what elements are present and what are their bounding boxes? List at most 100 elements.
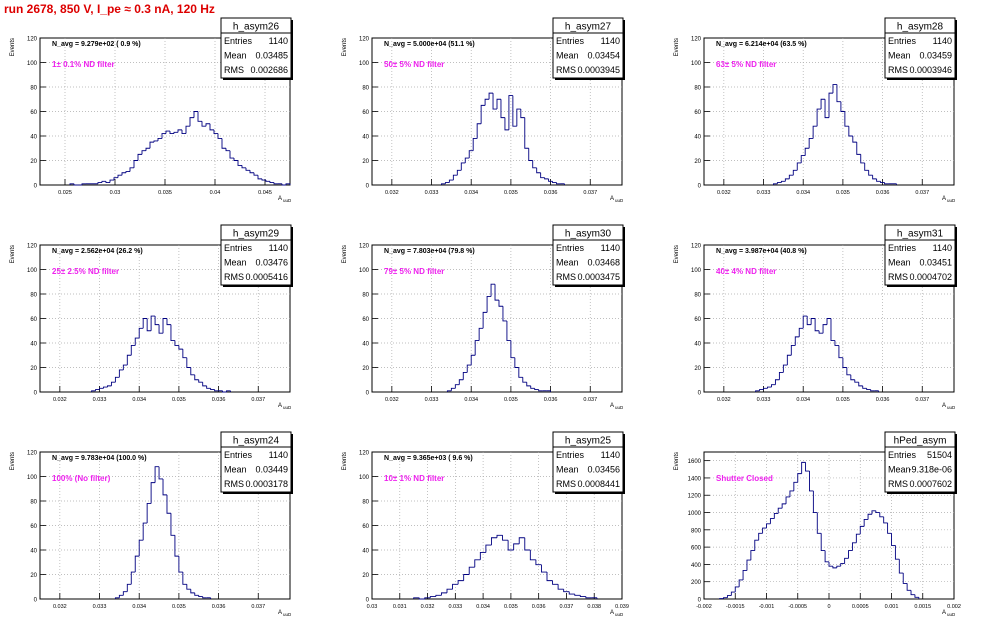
filter-label: 79± 5% ND filter <box>384 267 444 276</box>
page-title: run 2678, 850 V, I_pe ≈ 0.3 nA, 120 Hz <box>4 2 215 16</box>
x-tick-label: 0.036 <box>544 397 558 403</box>
y-tick-label: 80 <box>362 293 369 299</box>
y-axis-title: Events <box>674 245 680 263</box>
y-tick-label: 0 <box>698 184 702 190</box>
stats-box-shadow <box>291 434 293 494</box>
x-tick-label: 0 <box>827 604 830 610</box>
stats-label: Entries <box>556 243 585 253</box>
stats-value: 0.03476 <box>255 258 288 268</box>
stats-label: Entries <box>556 36 585 46</box>
stats-label: Entries <box>888 243 917 253</box>
y-tick-label: 40 <box>362 135 369 141</box>
x-tick-label: 0.032 <box>53 397 67 403</box>
x-tick-label: 0.034 <box>132 397 146 403</box>
y-tick-label: 60 <box>30 317 37 323</box>
y-tick-label: 120 <box>359 451 370 457</box>
x-tick-label: 0.0005 <box>852 604 869 610</box>
x-tick-label: 0.033 <box>425 190 439 196</box>
stats-value: 1140 <box>601 36 620 46</box>
y-tick-label: 60 <box>362 317 369 323</box>
y-tick-label: 60 <box>694 317 701 323</box>
stats-box-shadow <box>623 227 625 287</box>
stats-value: 0.0003475 <box>577 272 620 282</box>
stats-value: 0.03449 <box>255 465 288 475</box>
y-tick-label: 60 <box>30 524 37 530</box>
stats-label: Entries <box>224 36 253 46</box>
stats-box-shadow <box>955 434 957 494</box>
stats-box-shadow <box>555 285 625 287</box>
x-tick-label: 0.035 <box>504 190 518 196</box>
x-tick-label: 0.033 <box>93 397 107 403</box>
filter-label: 40± 4% ND filter <box>716 267 776 276</box>
stats-value: 1140 <box>269 36 288 46</box>
y-tick-label: 80 <box>694 293 701 299</box>
stats-value: 1140 <box>601 450 620 460</box>
histogram-name: h_asym28 <box>897 22 944 33</box>
x-tick-label: 0.033 <box>757 397 771 403</box>
stats-label: Mean <box>224 258 247 268</box>
stats-label: Mean <box>556 465 579 475</box>
y-tick-label: 60 <box>694 110 701 116</box>
y-tick-label: 0 <box>366 598 370 604</box>
navg-label: N_avg = 9.783e+04 (100.0 %) <box>52 455 147 462</box>
y-tick-label: 80 <box>694 86 701 92</box>
stats-value: 1140 <box>933 243 952 253</box>
stats-value: 0.03459 <box>919 51 952 61</box>
x-tick-label: 0.032 <box>385 190 399 196</box>
filter-label: 63± 5% ND filter <box>716 60 776 69</box>
x-tick-label: 0.039 <box>615 604 629 610</box>
x-tick-label: 0.037 <box>583 397 597 403</box>
x-tick-label: 0.037 <box>251 604 265 610</box>
y-tick-label: 100 <box>359 475 370 481</box>
histogram-svg: 02004006008001000120014001600-0.002-0.00… <box>664 430 994 637</box>
y-axis-title: Events <box>10 452 16 470</box>
stats-value: 0.0003946 <box>909 65 952 75</box>
y-tick-label: 0 <box>34 391 38 397</box>
x-tick-label: 0.037 <box>560 604 574 610</box>
stats-label: Mean <box>556 51 579 61</box>
navg-label: N_avg = 2.562e+04 (26.2 %) <box>52 248 143 255</box>
x-tick-label: 0.033 <box>757 190 771 196</box>
filter-label: 10± 1% ND filter <box>384 474 444 483</box>
x-tick-label: 0.035 <box>504 397 518 403</box>
x-tick-label: 0.037 <box>915 190 929 196</box>
y-tick-label: 80 <box>30 86 37 92</box>
x-axis-title: AuuD <box>278 403 292 410</box>
y-tick-label: 100 <box>27 268 38 274</box>
stats-box-shadow <box>623 434 625 494</box>
stats-value: 0.03451 <box>919 258 952 268</box>
x-tick-label: 0.036 <box>212 604 226 610</box>
y-tick-label: 600 <box>691 546 702 552</box>
stats-box-shadow <box>223 78 293 80</box>
x-tick-label: 0.035 <box>172 604 186 610</box>
x-tick-label: 0.032 <box>53 604 67 610</box>
stats-value: 0.03468 <box>587 258 620 268</box>
x-tick-label: 0.036 <box>532 604 546 610</box>
x-tick-label: 0.034 <box>464 397 478 403</box>
x-tick-label: 0.036 <box>876 397 890 403</box>
y-tick-label: 20 <box>362 366 369 372</box>
x-tick-label: 0.038 <box>587 604 601 610</box>
x-axis-title: AuuD <box>278 610 292 617</box>
stats-box-shadow <box>955 20 957 80</box>
stats-value: 0.0004702 <box>909 272 952 282</box>
x-tick-label: 0.036 <box>212 397 226 403</box>
x-tick-label: 0.035 <box>158 190 172 196</box>
y-tick-label: 200 <box>691 580 702 586</box>
x-tick-label: 0.033 <box>448 604 462 610</box>
x-axis-title: AuuD <box>278 196 292 203</box>
navg-label: N_avg = 5.000e+04 (51.1 %) <box>384 41 475 48</box>
x-tick-label: 0.03 <box>367 604 378 610</box>
stats-box-shadow <box>623 20 625 80</box>
y-tick-label: 20 <box>694 366 701 372</box>
x-tick-label: 0.034 <box>476 604 490 610</box>
